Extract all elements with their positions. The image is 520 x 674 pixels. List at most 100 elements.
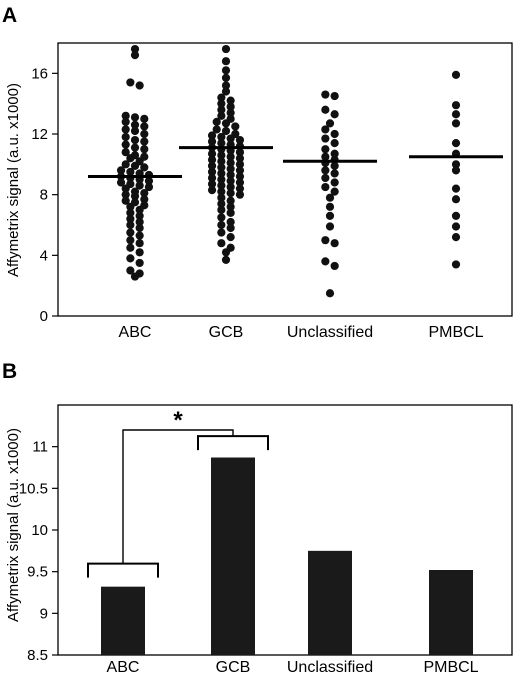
panel-b-y-tick-label: 9.5 [27,564,48,581]
panel-b-y-axis-title: Affymetrix signal (a.u. x1000) [5,428,22,622]
data-point [330,149,339,158]
panel-a-y-tick-label: 0 [40,308,48,325]
data-point [321,257,330,266]
data-point [135,81,144,90]
panel-a-y-tick-label: 12 [31,126,48,143]
data-point [140,122,149,131]
data-point [207,155,217,164]
data-point [235,135,245,145]
data-point [330,261,339,271]
panel-b-category-label: Unclassified [287,659,373,674]
data-point [330,91,339,101]
data-point [135,239,144,248]
data-point [217,228,226,237]
data-point [217,157,226,166]
data-point [321,236,330,245]
data-point [217,193,226,202]
data-point [217,213,226,222]
panel-b-letter: B [2,360,17,383]
panel-a-median-lines [88,146,503,178]
data-point [321,105,330,114]
data-point [217,99,226,108]
data-point [121,125,130,134]
panel-b-significance-brackets: * [87,407,269,578]
data-point [130,161,140,170]
data-point [121,148,130,157]
data-point [325,289,335,298]
data-point [135,223,144,233]
data-point [330,129,339,139]
data-point [217,239,226,248]
data-point [212,125,221,134]
data-point [321,152,330,161]
data-point [451,260,461,269]
data-point [325,222,335,231]
data-point [226,182,235,192]
data-point [140,145,149,154]
data-point [235,190,245,199]
data-point [126,154,135,163]
panel-a-letter: A [2,4,17,27]
data-point [130,113,140,122]
data-point [330,187,339,196]
data-point [217,199,226,208]
data-point [217,151,226,160]
data-point [325,211,335,220]
data-point [217,139,226,148]
panel-b-y-tick-label: 8.5 [27,647,48,664]
panel-a-category-label: PMBCL [428,324,483,341]
data-point [330,110,339,119]
panel-a-category-label: ABC [119,324,152,341]
data-point [226,223,235,233]
data-point [126,208,135,217]
data-point [207,179,217,189]
data-point [226,170,235,180]
panel-a-y-ticks: 0 4 8 12 16 [31,65,58,325]
panel-b-y-ticks: 8.5 9 9.5 10 10.5 11 [19,439,58,664]
data-point [121,190,130,199]
panel-b-category-label: ABC [107,659,140,674]
data-point [221,255,231,264]
panel-b-category-label: GCB [216,659,251,674]
data-point [126,228,135,237]
data-point [226,102,235,111]
data-point [130,192,140,201]
data-point [221,81,231,90]
data-point [121,117,130,126]
data-point [330,169,339,178]
bar [101,586,145,655]
data-point [330,239,339,248]
data-point [140,195,149,204]
data-point [321,90,330,99]
data-point [121,132,130,142]
data-point [226,164,235,173]
data-point [221,248,231,257]
data-point [207,149,217,158]
data-point [221,66,231,75]
data-point [135,205,144,214]
data-point [126,167,135,177]
data-point [451,70,461,79]
data-point [330,178,339,187]
data-point [226,202,235,211]
panel-b-y-tick-label: 11 [32,439,48,456]
bar [308,550,352,655]
data-point [217,105,226,114]
data-point [116,178,126,187]
data-point [144,176,154,186]
data-point [226,96,235,105]
data-point [321,125,330,134]
bar [429,570,473,655]
data-point [217,132,226,142]
bar [211,457,255,655]
data-point [126,214,135,224]
data-point [140,163,149,172]
data-point [321,134,330,143]
data-point [221,73,231,82]
data-point [217,181,226,190]
data-point [226,189,235,198]
data-point [325,193,335,202]
data-point [321,182,330,192]
data-point [130,135,140,145]
